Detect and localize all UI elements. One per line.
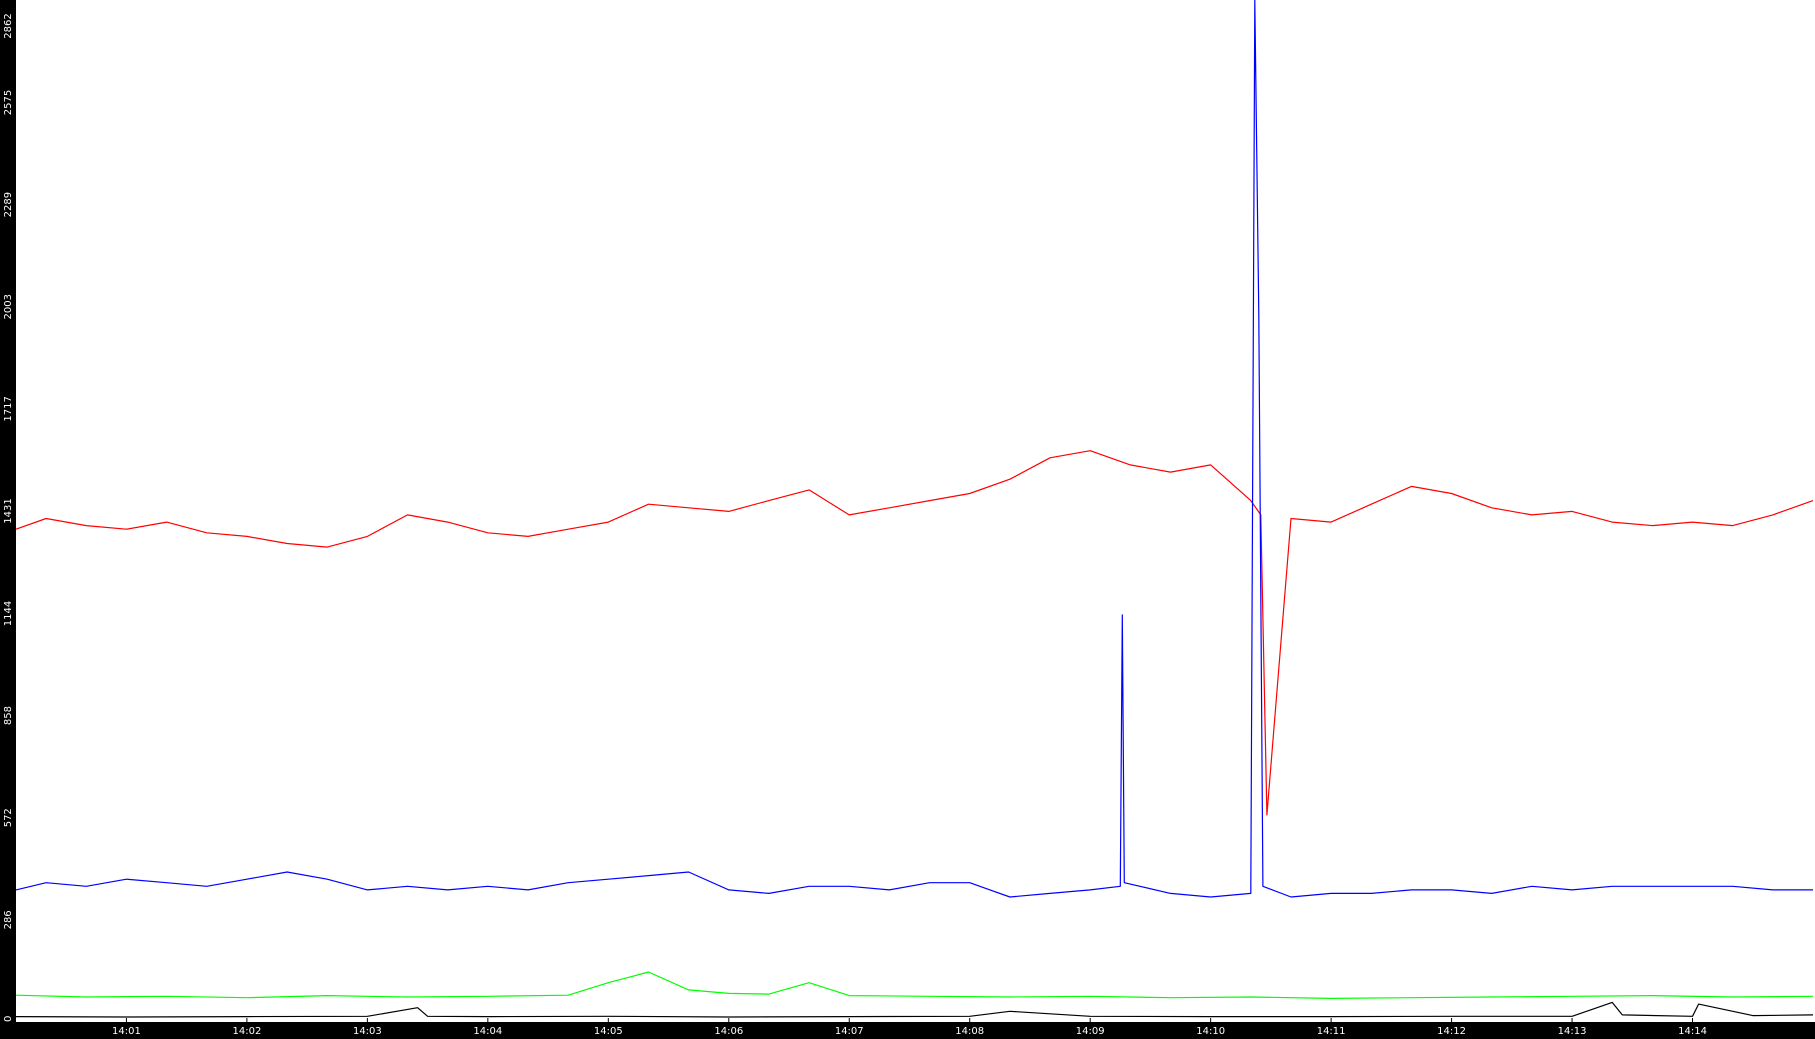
x-tick-label: 14:11: [1317, 1026, 1346, 1037]
x-tick-label: 14:03: [353, 1026, 382, 1037]
y-tick-label: 1431: [3, 498, 14, 523]
plot-area: [16, 0, 1815, 1022]
y-tick-label: 2003: [3, 294, 14, 319]
y-tick-label: 858: [3, 706, 14, 725]
x-tick-label: 14:05: [594, 1026, 623, 1037]
series-line-0: [15, 450, 1814, 816]
x-tick-label: 14:10: [1196, 1026, 1225, 1037]
series-line-1: [15, 0, 1813, 898]
y-tick-label: 2575: [3, 90, 14, 115]
y-tick-label: 286: [3, 910, 14, 929]
x-tick-label: 14:07: [835, 1026, 864, 1037]
series-line-3: [15, 1001, 1814, 1018]
series-line-2: [15, 971, 1814, 1000]
x-tick-label: 14:02: [232, 1026, 261, 1037]
y-tick-label: 572: [3, 808, 14, 827]
x-tick-label: 14:06: [714, 1026, 743, 1037]
x-tick-label: 14:01: [112, 1026, 141, 1037]
y-tick-label: 2862: [3, 13, 14, 38]
series-layer: [15, 0, 1814, 1018]
y-axis: 0 286 572 858 1144 1431 1717 2003 2289 2575 2862: [3, 13, 14, 1022]
x-tick-label: 14:12: [1437, 1026, 1466, 1037]
x-tick-label: 14:09: [1076, 1026, 1105, 1037]
x-tick-label: 14:04: [473, 1026, 502, 1037]
y-tick-label: 0: [3, 1016, 14, 1022]
x-tick-label: 14:13: [1558, 1026, 1587, 1037]
y-tick-label: 2289: [3, 192, 14, 217]
y-tick-label: 1144: [3, 601, 14, 626]
x-axis: 14:01 14:02 14:03 14:04 14:05 14:06 14:07 14:08…: [112, 1018, 1707, 1037]
x-tick-label: 14:14: [1678, 1026, 1707, 1037]
x-tick-label: 14:08: [955, 1026, 984, 1037]
y-tick-label: 1717: [3, 396, 14, 421]
